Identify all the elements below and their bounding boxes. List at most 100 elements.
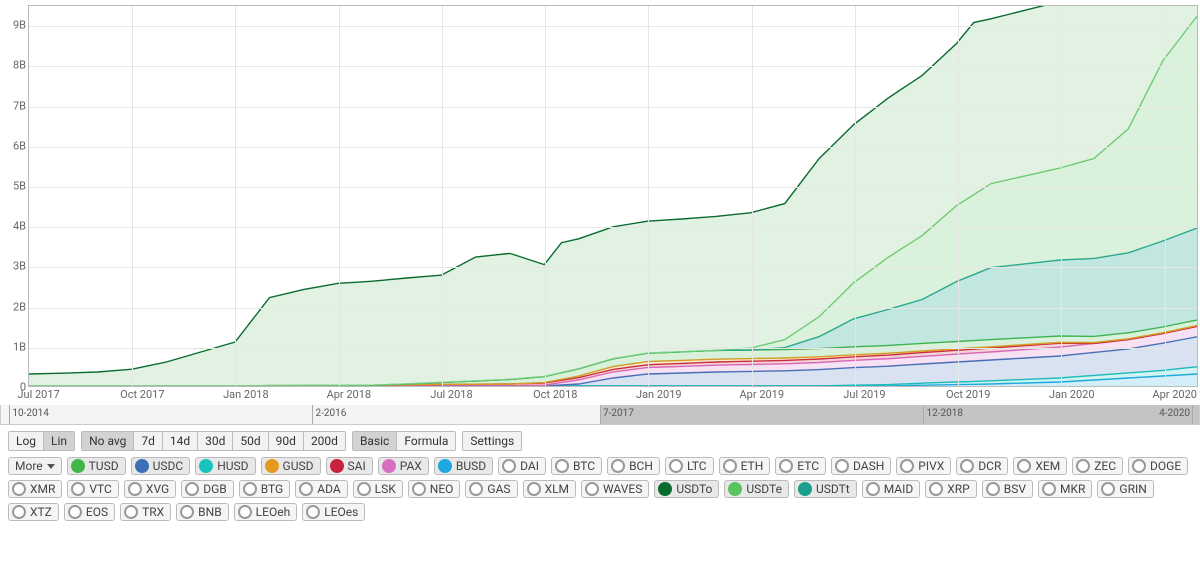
- coin-toggle-btg[interactable]: BTG: [239, 480, 291, 498]
- coin-color-dot: [723, 459, 737, 473]
- plot-area[interactable]: [28, 5, 1198, 387]
- coin-color-dot: [866, 482, 880, 496]
- coin-toggle-usdto[interactable]: USDTo: [654, 480, 719, 498]
- coin-label: LEOeh: [256, 505, 291, 519]
- coin-color-dot: [835, 459, 849, 473]
- coin-label: TUSD: [89, 459, 119, 473]
- coin-color-dot: [71, 482, 85, 496]
- coin-toggle-sai[interactable]: SAI: [326, 457, 373, 475]
- coin-toggle-zec[interactable]: ZEC: [1072, 457, 1123, 475]
- scale-button-log[interactable]: Log: [9, 432, 44, 450]
- timeline-scrubber[interactable]: 10-20142-20167-201712-20184-2020: [0, 405, 1200, 425]
- coin-color-dot: [527, 482, 541, 496]
- coin-color-dot: [669, 459, 683, 473]
- coin-label: NEO: [430, 482, 454, 496]
- coin-toggle-xem[interactable]: XEM: [1013, 457, 1067, 475]
- y-axis-tick: 4B: [13, 220, 26, 233]
- avg-button-14d[interactable]: 14d: [163, 432, 198, 450]
- coin-toggle-waves[interactable]: WAVES: [581, 480, 649, 498]
- coin-toggle-xtz[interactable]: XTZ: [8, 503, 59, 521]
- coin-toggle-eos[interactable]: EOS: [64, 503, 115, 521]
- coin-toggle-ltc[interactable]: LTC: [665, 457, 714, 475]
- avg-button-7d[interactable]: 7d: [134, 432, 163, 450]
- settings-group: Settings: [462, 431, 522, 451]
- coin-toggle-leoes[interactable]: LEOes: [302, 503, 365, 521]
- coin-toggle-bsv[interactable]: BSV: [982, 480, 1033, 498]
- coin-toggle-neo[interactable]: NEO: [408, 480, 461, 498]
- coin-toggle-leoeh[interactable]: LEOeh: [234, 503, 298, 521]
- coin-label: USDTe: [746, 482, 782, 496]
- coin-toggle-grin[interactable]: GRIN: [1097, 480, 1153, 498]
- avg-button-30d[interactable]: 30d: [198, 432, 233, 450]
- coin-toggle-gas[interactable]: GAS: [465, 480, 517, 498]
- settings-button[interactable]: Settings: [463, 432, 521, 450]
- coin-toggle-dgb[interactable]: DGB: [181, 480, 234, 498]
- coin-toggle-lsk[interactable]: LSK: [353, 480, 403, 498]
- coin-toggle-xmr[interactable]: XMR: [8, 480, 62, 498]
- coin-label: GRIN: [1119, 482, 1146, 496]
- timeline-selection[interactable]: [600, 405, 1199, 424]
- coin-color-dot: [1076, 459, 1090, 473]
- coin-toggle-busd[interactable]: BUSD: [434, 457, 493, 475]
- coin-label: XLM: [545, 482, 569, 496]
- coin-toggle-husd[interactable]: HUSD: [195, 457, 255, 475]
- coin-toggle-mkr[interactable]: MKR: [1038, 480, 1092, 498]
- coin-toggle-tusd[interactable]: TUSD: [67, 457, 126, 475]
- coin-label: DGB: [203, 482, 227, 496]
- coin-toggle-eth[interactable]: ETH: [719, 457, 771, 475]
- coin-toggle-maid[interactable]: MAID: [862, 480, 921, 498]
- scale-button-lin[interactable]: Lin: [44, 432, 74, 450]
- coin-label: LSK: [375, 482, 396, 496]
- coin-toggle-pax[interactable]: PAX: [378, 457, 429, 475]
- coin-toggle-usdte[interactable]: USDTe: [724, 480, 789, 498]
- coin-toggle-xvg[interactable]: XVG: [124, 480, 176, 498]
- mode-button-basic[interactable]: Basic: [353, 432, 397, 450]
- x-axis-tick: Jul 2017: [17, 388, 59, 401]
- x-axis-tick: Jan 2018: [223, 388, 269, 401]
- x-axis-tick: Jul 2018: [430, 388, 472, 401]
- coin-toggle-trx[interactable]: TRX: [120, 503, 171, 521]
- avg-button-90d[interactable]: 90d: [269, 432, 304, 450]
- coin-toggle-dcr[interactable]: DCR: [956, 457, 1008, 475]
- coin-toggle-dash[interactable]: DASH: [831, 457, 891, 475]
- coin-label: EOS: [86, 505, 108, 519]
- avg-button-50d[interactable]: 50d: [233, 432, 268, 450]
- coin-label: PAX: [400, 459, 422, 473]
- coin-color-dot: [238, 505, 252, 519]
- coin-label: XTZ: [30, 505, 52, 519]
- coin-toggle-dai[interactable]: DAI: [498, 457, 546, 475]
- coin-color-dot: [1132, 459, 1146, 473]
- scale-toggle: LogLin: [8, 431, 75, 451]
- coin-color-dot: [611, 459, 625, 473]
- coin-toggle-pivx[interactable]: PIVX: [896, 457, 951, 475]
- x-axis-tick: Jul 2019: [843, 388, 885, 401]
- coin-toggle-bnb[interactable]: BNB: [176, 503, 229, 521]
- coin-toggle-gusd[interactable]: GUSD: [261, 457, 321, 475]
- x-axis-tick: Apr 2019: [740, 388, 785, 401]
- y-axis-tick: 3B: [13, 260, 26, 273]
- coin-color-dot: [779, 459, 793, 473]
- coin-toggle-ada[interactable]: ADA: [295, 480, 347, 498]
- coin-toggle-vtc[interactable]: VTC: [67, 480, 118, 498]
- coin-toggle-bch[interactable]: BCH: [607, 457, 660, 475]
- mode-button-formula[interactable]: Formula: [397, 432, 455, 450]
- avg-button-200d[interactable]: 200d: [304, 432, 345, 450]
- coin-label: LTC: [687, 459, 707, 473]
- coin-toggle-xrp[interactable]: XRP: [925, 480, 977, 498]
- coin-toggle-usdtt[interactable]: USDTt: [794, 480, 857, 498]
- avg-button-no-avg[interactable]: No avg: [82, 432, 134, 450]
- coin-label: BCH: [629, 459, 653, 473]
- coin-color-dot: [502, 459, 516, 473]
- coin-label: MKR: [1060, 482, 1085, 496]
- coin-toggle-etc[interactable]: ETC: [775, 457, 826, 475]
- coin-toggle-usdc[interactable]: USDC: [131, 457, 191, 475]
- more-button[interactable]: More: [8, 457, 62, 475]
- x-axis-tick: Apr 2018: [327, 388, 372, 401]
- coin-toggle-doge[interactable]: DOGE: [1128, 457, 1188, 475]
- coin-selector: More TUSD USDCHUSD GUSD SAI PAX BUSD DAI BTC BCH…: [0, 457, 1200, 527]
- coin-color-dot: [585, 482, 599, 496]
- coin-label: USDTo: [676, 482, 712, 496]
- coin-toggle-xlm[interactable]: XLM: [523, 480, 576, 498]
- coin-toggle-btc[interactable]: BTC: [551, 457, 602, 475]
- coin-color-dot: [986, 482, 1000, 496]
